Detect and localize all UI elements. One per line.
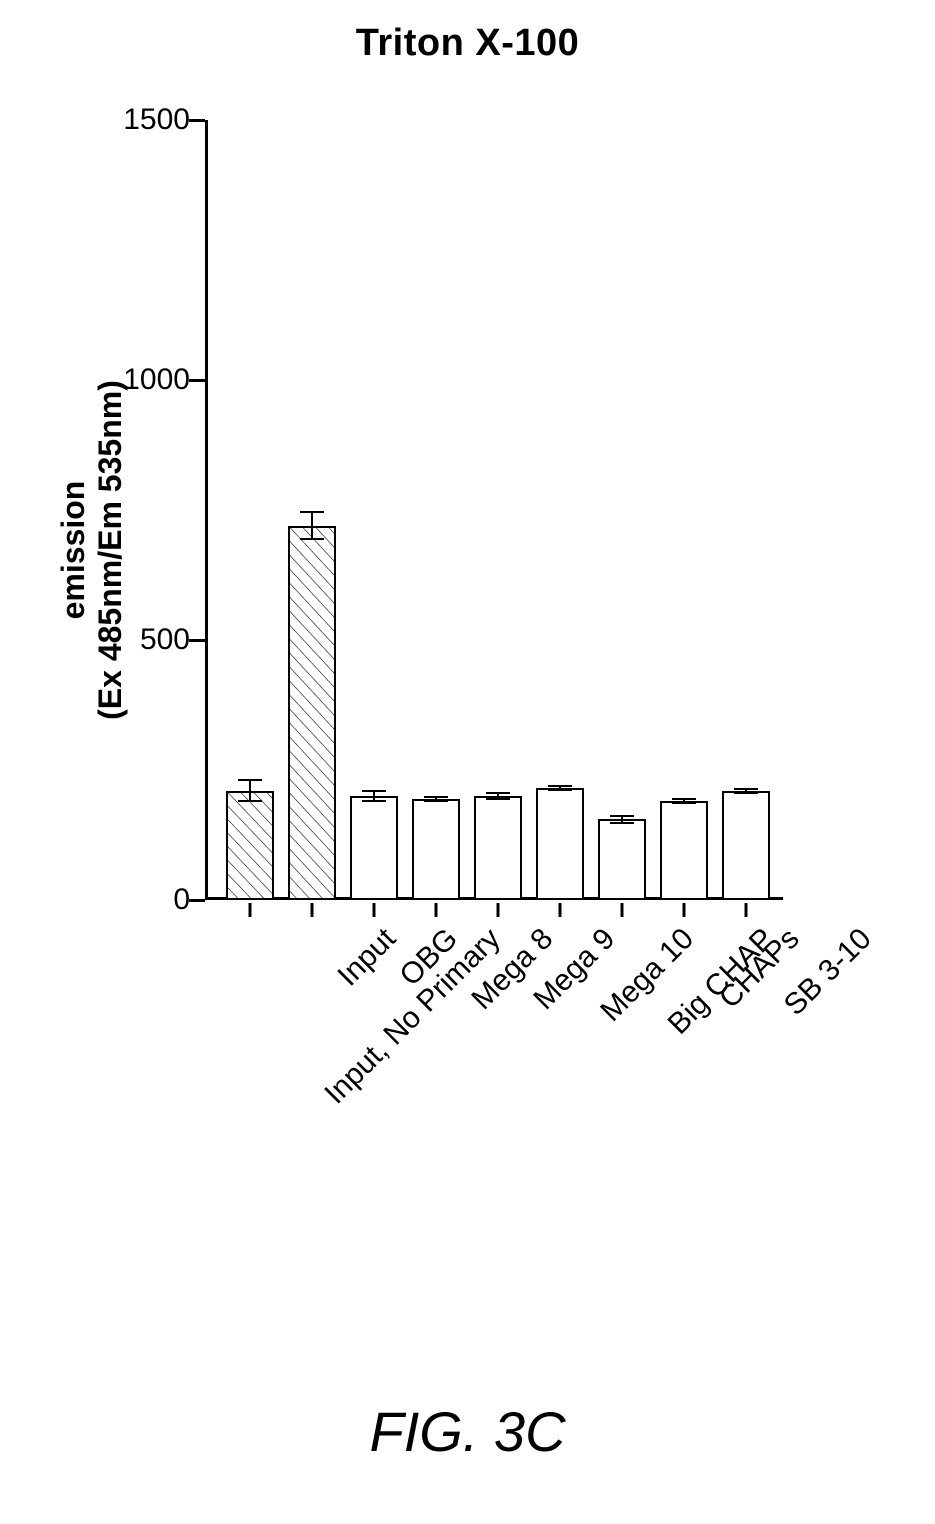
error-bar bbox=[548, 785, 572, 791]
bar bbox=[288, 526, 336, 900]
error-bar bbox=[238, 779, 262, 802]
x-tick bbox=[435, 903, 438, 917]
figure-label: FIG. 3C bbox=[0, 1399, 935, 1464]
bar-slot bbox=[529, 120, 591, 900]
errorbar-cap-top bbox=[300, 511, 324, 513]
x-tick bbox=[311, 903, 314, 917]
bar-slot bbox=[467, 120, 529, 900]
error-bar bbox=[734, 788, 758, 794]
x-category-label: Input bbox=[332, 922, 403, 993]
x-tick bbox=[621, 903, 624, 917]
x-tick bbox=[683, 903, 686, 917]
errorbar-cap-top bbox=[734, 788, 758, 790]
errorbar-cap-bottom bbox=[486, 798, 510, 800]
y-tick-label: 1500 bbox=[90, 103, 190, 137]
y-tick-label: 1000 bbox=[90, 363, 190, 397]
bar-slot bbox=[405, 120, 467, 900]
x-tick bbox=[745, 903, 748, 917]
errorbar-cap-top bbox=[672, 798, 696, 800]
error-bar bbox=[300, 511, 324, 540]
error-bar bbox=[672, 798, 696, 804]
bar-slot bbox=[219, 120, 281, 900]
error-bar bbox=[610, 815, 634, 823]
errorbar-cap-top bbox=[362, 790, 386, 792]
y-tick bbox=[189, 639, 205, 642]
errorbar-cap-top bbox=[238, 779, 262, 781]
errorbar-cap-top bbox=[610, 815, 634, 817]
bar-slot bbox=[591, 120, 653, 900]
bar bbox=[226, 791, 274, 900]
y-tick-label: 500 bbox=[90, 623, 190, 657]
errorbar-cap-bottom bbox=[734, 792, 758, 794]
errorbar-cap-bottom bbox=[424, 800, 448, 802]
error-bar bbox=[424, 796, 448, 802]
bar bbox=[722, 791, 770, 900]
chart-title: Triton X-100 bbox=[0, 22, 935, 65]
errorbar-cap-bottom bbox=[238, 800, 262, 802]
y-tick bbox=[189, 379, 205, 382]
errorbar-cap-bottom bbox=[610, 822, 634, 824]
bar-slot bbox=[715, 120, 777, 900]
y-tick-label: 0 bbox=[90, 883, 190, 917]
bar bbox=[412, 799, 460, 900]
error-bar bbox=[486, 792, 510, 800]
errorbar-stem bbox=[249, 779, 251, 802]
x-tick bbox=[373, 903, 376, 917]
bar bbox=[536, 788, 584, 900]
bar bbox=[660, 801, 708, 900]
bar-slot bbox=[653, 120, 715, 900]
y-tick bbox=[189, 899, 205, 902]
errorbar-cap-top bbox=[548, 785, 572, 787]
y-axis-label-line2: (Ex 485nm/Em 535nm) bbox=[92, 380, 129, 720]
bar bbox=[598, 819, 646, 900]
errorbar-stem bbox=[311, 511, 313, 540]
bar-slot bbox=[281, 120, 343, 900]
errorbar-cap-bottom bbox=[300, 538, 324, 540]
error-bar bbox=[362, 790, 386, 802]
plot-area: 050010001500 bbox=[205, 120, 825, 900]
x-tick bbox=[559, 903, 562, 917]
y-axis-label: emission (Ex 485nm/Em 535nm) bbox=[55, 380, 129, 720]
bars-container bbox=[205, 120, 825, 900]
bar bbox=[350, 796, 398, 900]
y-tick bbox=[189, 119, 205, 122]
errorbar-cap-bottom bbox=[548, 789, 572, 791]
errorbar-cap-bottom bbox=[672, 802, 696, 804]
errorbar-cap-top bbox=[486, 792, 510, 794]
bar bbox=[474, 796, 522, 900]
y-axis-label-line1: emission bbox=[55, 481, 91, 620]
bar-slot bbox=[343, 120, 405, 900]
errorbar-cap-bottom bbox=[362, 800, 386, 802]
x-tick bbox=[249, 903, 252, 917]
x-tick bbox=[497, 903, 500, 917]
errorbar-cap-top bbox=[424, 796, 448, 798]
